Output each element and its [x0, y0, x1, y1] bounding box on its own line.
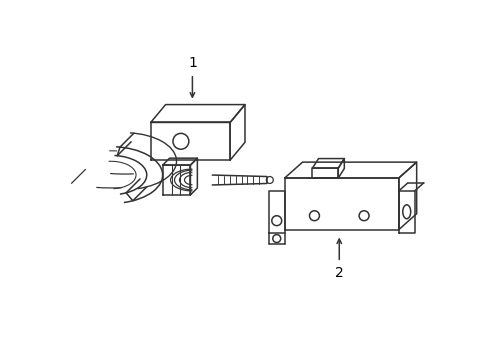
Text: 2: 2 — [334, 266, 343, 280]
Text: 1: 1 — [187, 56, 197, 70]
